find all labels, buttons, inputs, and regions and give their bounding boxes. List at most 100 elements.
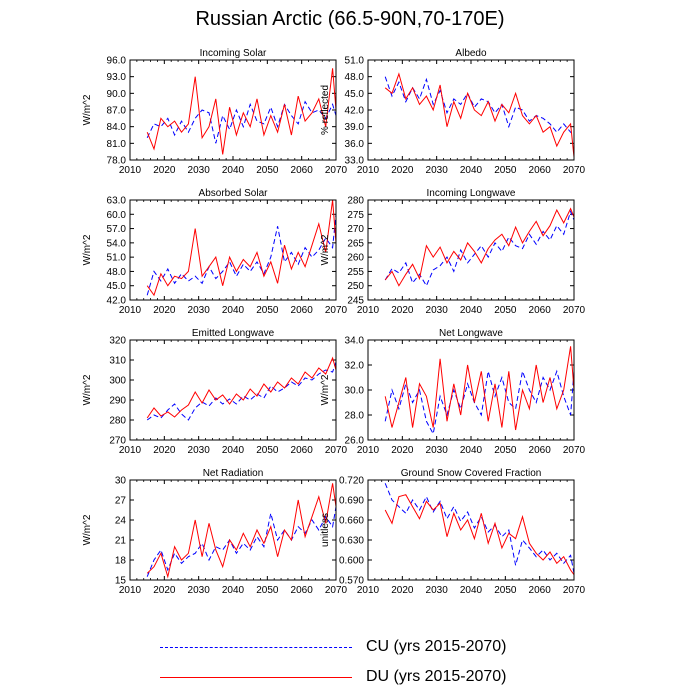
axes-frame [129, 199, 337, 301]
panel-title: Net Longwave [439, 328, 503, 339]
x-tick-label: 2070 [325, 305, 348, 316]
series-line-du [384, 72, 574, 158]
y-tick-label: 265 [347, 238, 364, 249]
x-tick-label: 2050 [256, 585, 279, 596]
series-line-cu [146, 361, 336, 421]
panel-8: Ground Snow Covered Fraction unitless 2010… [320, 468, 586, 596]
x-tick-label: 2050 [494, 445, 517, 456]
x-tick-label: 2030 [426, 445, 449, 456]
x-tick-label: 2060 [529, 585, 552, 596]
x-tick-label: 2050 [494, 165, 517, 176]
x-tick-label: 2070 [563, 445, 586, 456]
x-tick-label: 2050 [494, 585, 517, 596]
y-tick-label: 0.570 [339, 576, 364, 587]
y-tick-label: 280 [109, 416, 126, 427]
y-tick-label: 275 [347, 210, 364, 221]
panel-1: Incoming Solar W/m^2 2010 2020 2030 2040 2050 2… [82, 48, 348, 176]
y-tick-label: 32.0 [345, 361, 365, 372]
x-tick-label: 2010 [357, 165, 380, 176]
y-tick-label: 60.0 [107, 210, 127, 221]
x-tick-label: 2020 [391, 585, 414, 596]
y-tick-label: 87.0 [107, 106, 127, 117]
x-tick-label: 2010 [119, 165, 142, 176]
panel-title: Incoming Solar [200, 48, 267, 59]
panel-7: Net Radiation W/m^2 2010 2020 2030 2040 2050 20… [82, 468, 348, 596]
y-tick-label: 0.690 [339, 496, 364, 507]
y-tick-label: 290 [109, 396, 126, 407]
y-tick-label: 28.0 [345, 411, 365, 422]
y-axis-label: W/m^2 [320, 234, 331, 265]
x-tick-label: 2060 [529, 165, 552, 176]
y-tick-label: 300 [109, 376, 126, 387]
series-line-cu [384, 483, 574, 574]
y-axis-label: W/m^2 [82, 94, 93, 125]
y-tick-label: 34.0 [345, 336, 365, 347]
legend: CU (yrs 2015-2070) DU (yrs 2015-2070) [160, 636, 580, 692]
y-tick-label: 48.0 [107, 267, 127, 278]
series-line-cu [146, 506, 336, 577]
series-line-cu [384, 369, 574, 436]
series-line-du [146, 200, 336, 297]
x-tick-label: 2040 [222, 305, 245, 316]
x-tick-label: 2060 [291, 585, 314, 596]
axes-frame [367, 339, 575, 441]
x-tick-label: 2030 [188, 445, 211, 456]
y-tick-label: 78.0 [107, 156, 127, 167]
x-tick-label: 2040 [222, 165, 245, 176]
x-tick-label: 2060 [529, 305, 552, 316]
y-tick-label: 255 [347, 267, 364, 278]
panel-title: Emitted Longwave [192, 328, 275, 339]
y-axis-label: unitless [320, 513, 331, 547]
x-tick-label: 2030 [188, 305, 211, 316]
x-tick-label: 2030 [426, 305, 449, 316]
y-axis-label: W/m^2 [82, 234, 93, 265]
y-tick-label: 51.0 [345, 56, 365, 67]
x-tick-label: 2010 [119, 585, 142, 596]
x-tick-label: 2030 [426, 165, 449, 176]
y-tick-label: 27 [115, 496, 127, 507]
x-tick-label: 2040 [460, 445, 483, 456]
x-tick-label: 2050 [256, 165, 279, 176]
legend-item-cu: CU (yrs 2015-2070) [160, 638, 580, 658]
series-line-du [146, 356, 336, 419]
x-tick-label: 2040 [460, 165, 483, 176]
series-line-du [384, 346, 574, 431]
y-tick-label: 26.0 [345, 436, 365, 447]
x-tick-label: 2010 [357, 445, 380, 456]
x-tick-label: 2020 [391, 445, 414, 456]
x-tick-label: 2060 [529, 445, 552, 456]
x-tick-label: 2020 [153, 305, 176, 316]
y-tick-label: 48.0 [345, 72, 365, 83]
axes-frame [129, 339, 337, 441]
x-tick-label: 2060 [291, 445, 314, 456]
y-tick-label: 310 [109, 356, 126, 367]
axes-frame [129, 59, 337, 161]
y-tick-label: 42.0 [345, 106, 365, 117]
y-axis-label: % reflected [320, 85, 331, 135]
series-line-cu [384, 76, 574, 136]
y-tick-label: 51.0 [107, 253, 127, 264]
x-tick-label: 2040 [222, 585, 245, 596]
x-tick-label: 2040 [460, 305, 483, 316]
y-tick-label: 36.0 [345, 139, 365, 150]
x-tick-label: 2020 [391, 165, 414, 176]
legend-line-cu [160, 647, 352, 648]
y-tick-label: 45.0 [345, 89, 365, 100]
y-tick-label: 30 [115, 476, 127, 487]
main-title: Russian Arctic (66.5-90N,70-170E) [195, 8, 505, 30]
y-axis-label: W/m^2 [82, 514, 93, 545]
x-tick-label: 2040 [460, 585, 483, 596]
axes-frame [129, 479, 337, 581]
panel-title: Incoming Longwave [427, 188, 516, 199]
panel-title: Ground Snow Covered Fraction [401, 468, 542, 479]
y-tick-label: 39.0 [345, 122, 365, 133]
y-tick-label: 81.0 [107, 139, 127, 150]
x-tick-label: 2060 [291, 165, 314, 176]
x-tick-label: 2030 [188, 165, 211, 176]
y-tick-label: 93.0 [107, 72, 127, 83]
y-tick-label: 90.0 [107, 89, 127, 100]
series-line-cu [384, 209, 574, 287]
figure: Incoming Solar W/m^2 2010 2020 2030 2040 2050 2… [82, 48, 586, 596]
x-tick-label: 2020 [391, 305, 414, 316]
y-tick-label: 260 [347, 253, 364, 264]
